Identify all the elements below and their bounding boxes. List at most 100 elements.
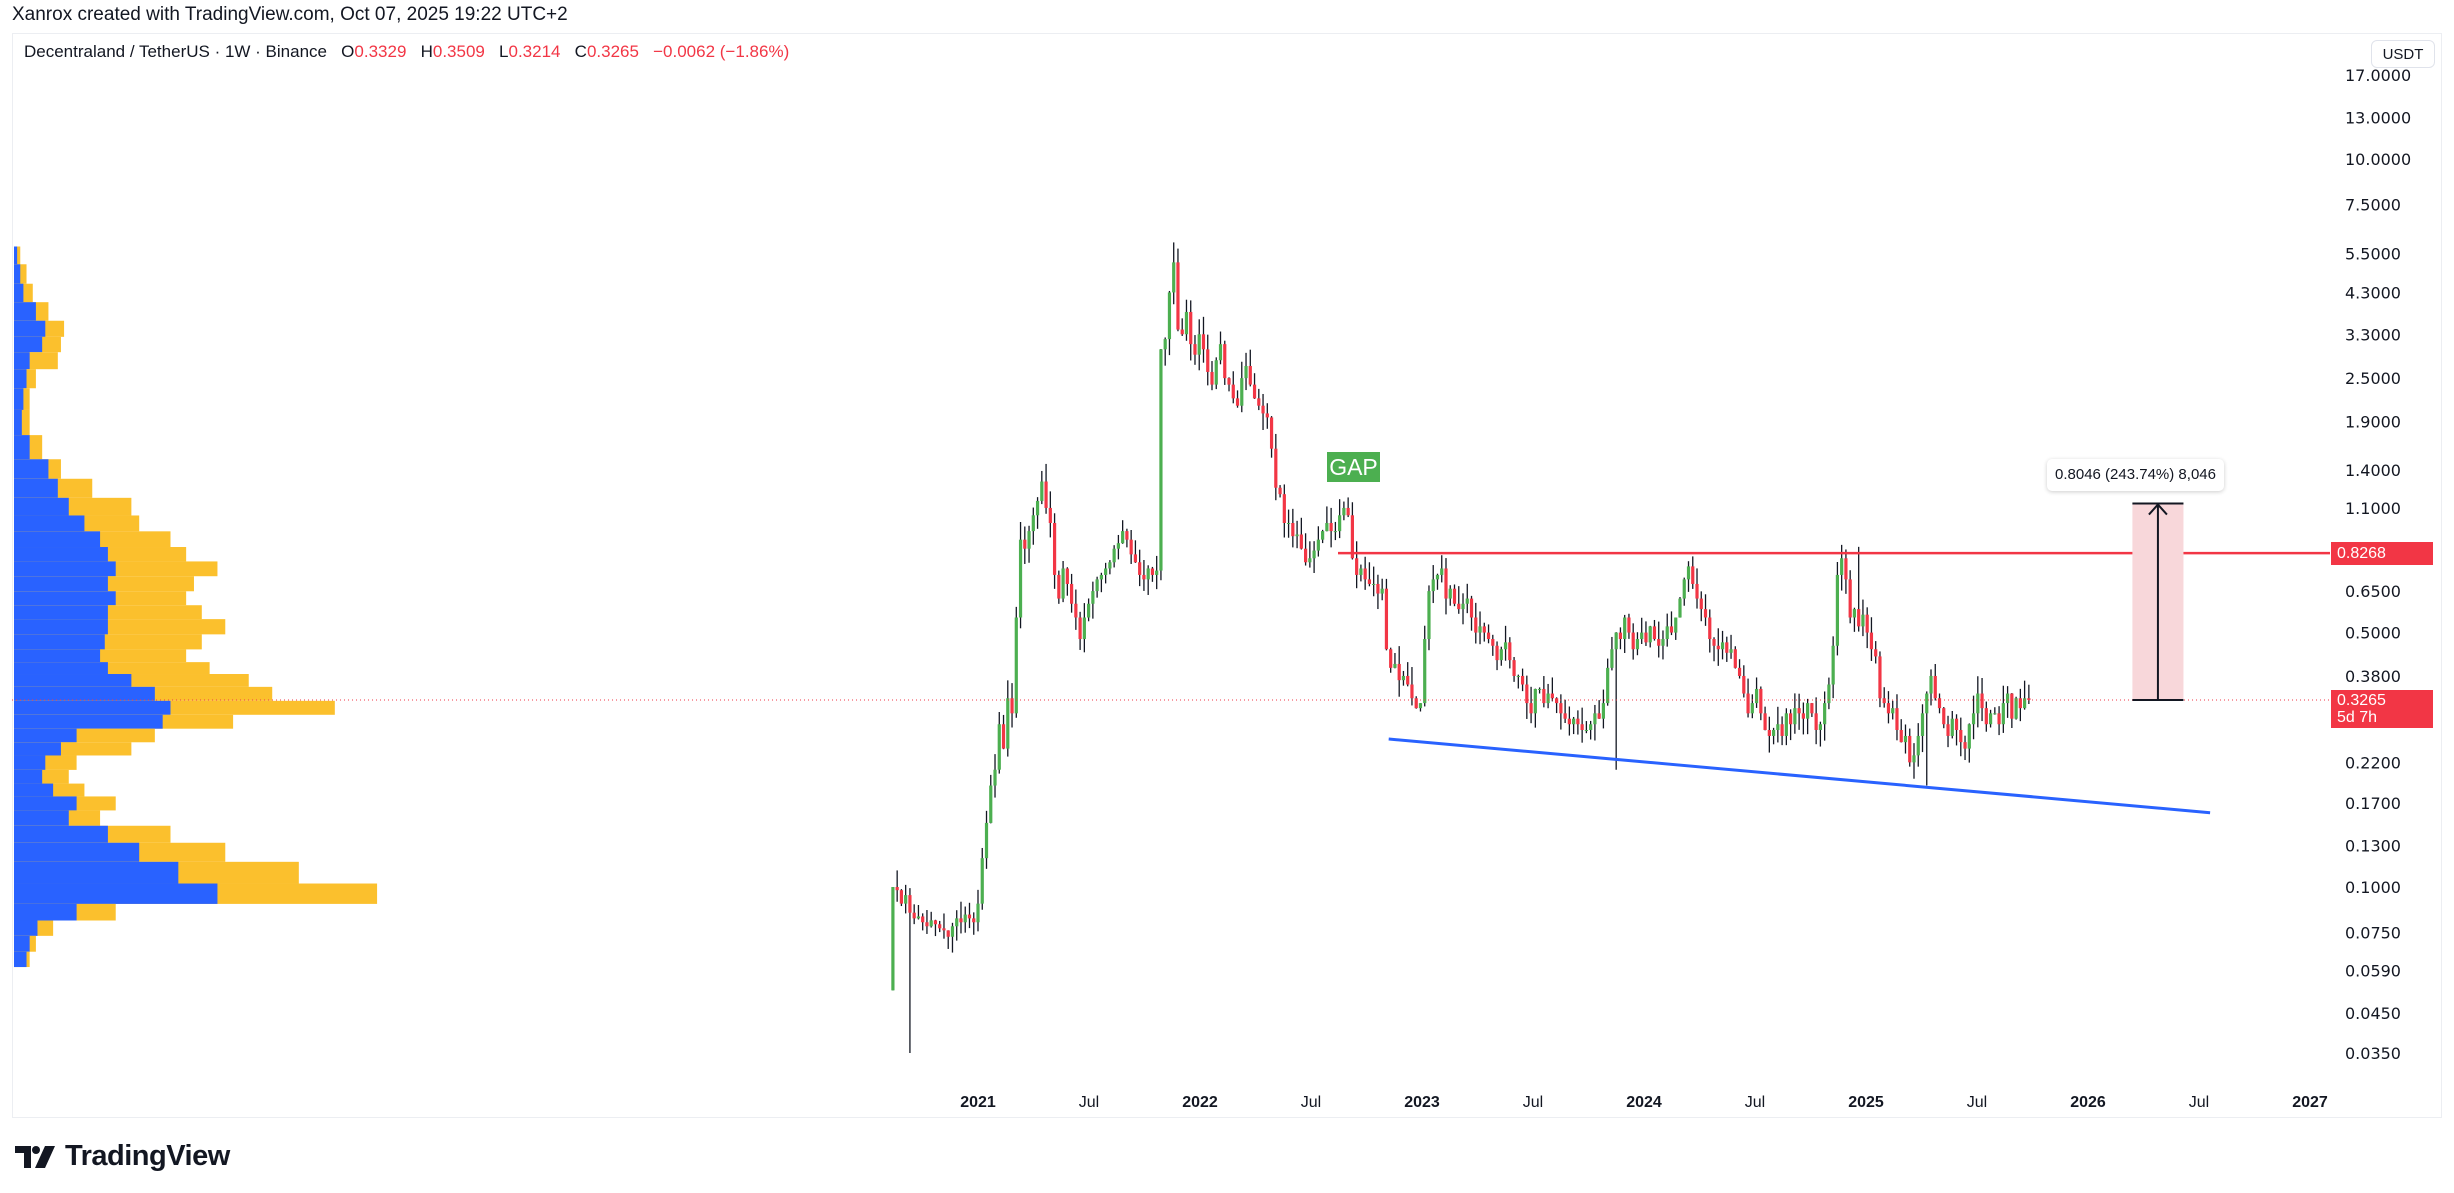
chart-pane[interactable] [12,33,2442,1118]
candle-down [1057,574,1061,599]
support-trendline [1388,737,2211,815]
candle-down [1389,649,1393,668]
candle-down [1278,487,1282,495]
volume-profile-up-bar [14,634,105,650]
measure-arrow-head-icon [2148,503,2168,516]
candle-up [1184,311,1189,335]
candle-down [1618,632,1623,640]
candle-down [1980,693,1984,709]
candle-up [1427,591,1431,640]
candle-up [1006,698,1010,749]
candle-down [1725,642,1729,653]
candle-up [1988,713,1993,725]
candle-up [1461,603,1465,610]
currency-button[interactable]: USDT [2371,40,2435,68]
candle-up [1601,703,1606,719]
gap-label[interactable]: GAP [1327,452,1380,482]
candle-up [1286,523,1291,524]
volume-profile-up-bar [14,935,30,952]
volume-profile-up-bar [14,478,58,498]
candle-down [1559,703,1563,714]
candle-up [1754,688,1759,704]
candle-up [1312,550,1316,559]
candle-down [1133,554,1138,563]
candle-down [1457,603,1461,610]
candle-up [1771,729,1776,736]
candle-down [1474,617,1478,633]
candle-down [1580,724,1584,730]
candle-down [895,887,899,891]
volume-profile-up-bar [14,783,54,797]
candle-down [1384,588,1389,650]
volume-profile-up-bar [14,246,18,265]
candle-up [1916,735,1920,756]
candle-down [1223,344,1227,379]
candle-up [1929,675,1933,694]
candle-up [1167,292,1172,340]
volume-profile-up-bar [14,497,69,516]
volume-profile-up-bar [14,388,24,410]
price-tick-label: 1.4000 [2345,461,2401,480]
candle-down [1908,735,1912,763]
open-label: O [341,42,355,61]
measure-label[interactable]: 0.8046 (243.74%) 8,046 [2047,459,2224,491]
time-tick-label: Jul [1745,1094,1765,1111]
price-tick-label: 0.1300 [2345,837,2401,856]
candle-up [1014,617,1018,714]
candle-down [1376,583,1380,594]
candle-down [1644,632,1648,643]
tradingview-logo[interactable]: TradingView [15,1140,230,1173]
candle-up [1827,684,1831,704]
candle-up [1146,568,1150,580]
candle-down [1878,656,1882,699]
candle-up [1823,703,1827,725]
price-tick-label: 7.5000 [2345,195,2401,214]
candle-up [1720,642,1725,650]
candle-down [1669,626,1674,633]
volume-profile-up-bar [14,283,24,303]
candle-up [1031,515,1035,532]
candle-down [1742,675,1746,694]
candle-down [1265,413,1269,418]
volume-profile-up-bar [14,531,101,548]
candle-down [1699,598,1703,610]
candle-up [1572,718,1576,725]
candle-down [1865,614,1869,633]
candle-up [1333,531,1337,533]
candle-up [2001,703,2005,725]
candle-down [1261,405,1265,414]
candle-down [1363,568,1367,580]
price-tick-label: 13.0000 [2345,109,2411,128]
time-tick-label: 2021 [960,1094,996,1111]
candle-down [1048,507,1052,523]
candle-up [2005,693,2010,704]
candle-down [1857,609,1861,627]
candles [891,242,2031,1053]
candle-down [1444,568,1448,599]
volume-profile-up-bar [14,649,101,663]
candle-up [989,785,993,823]
candle-down [1291,523,1295,537]
candle-up [1155,570,1159,575]
price-tick-label: 10.0000 [2345,150,2411,169]
price-axis: 17.0000 13.0000 10.0000 7.5000 5.5000 4.3000 3… [2345,66,2411,1063]
candle-down [1410,684,1414,699]
candle-up [950,926,955,937]
candle-down [1869,632,1874,650]
candle-up [1750,703,1754,714]
candle-up [1533,688,1537,714]
candle-down [1329,523,1333,532]
candle-down [938,924,942,929]
volume-profile-up-bar [14,302,36,321]
candle-up [1546,693,1550,704]
candle-up [1912,755,1916,763]
candle-down [1482,626,1486,633]
volume-profile-up-bar [14,714,163,729]
price-tick-label: 0.5000 [2345,624,2401,643]
candle-up [1784,713,1788,736]
candle-down [1733,649,1737,668]
candle-up [1163,339,1167,350]
candle-down [1691,566,1695,584]
candle-up [1121,531,1125,544]
